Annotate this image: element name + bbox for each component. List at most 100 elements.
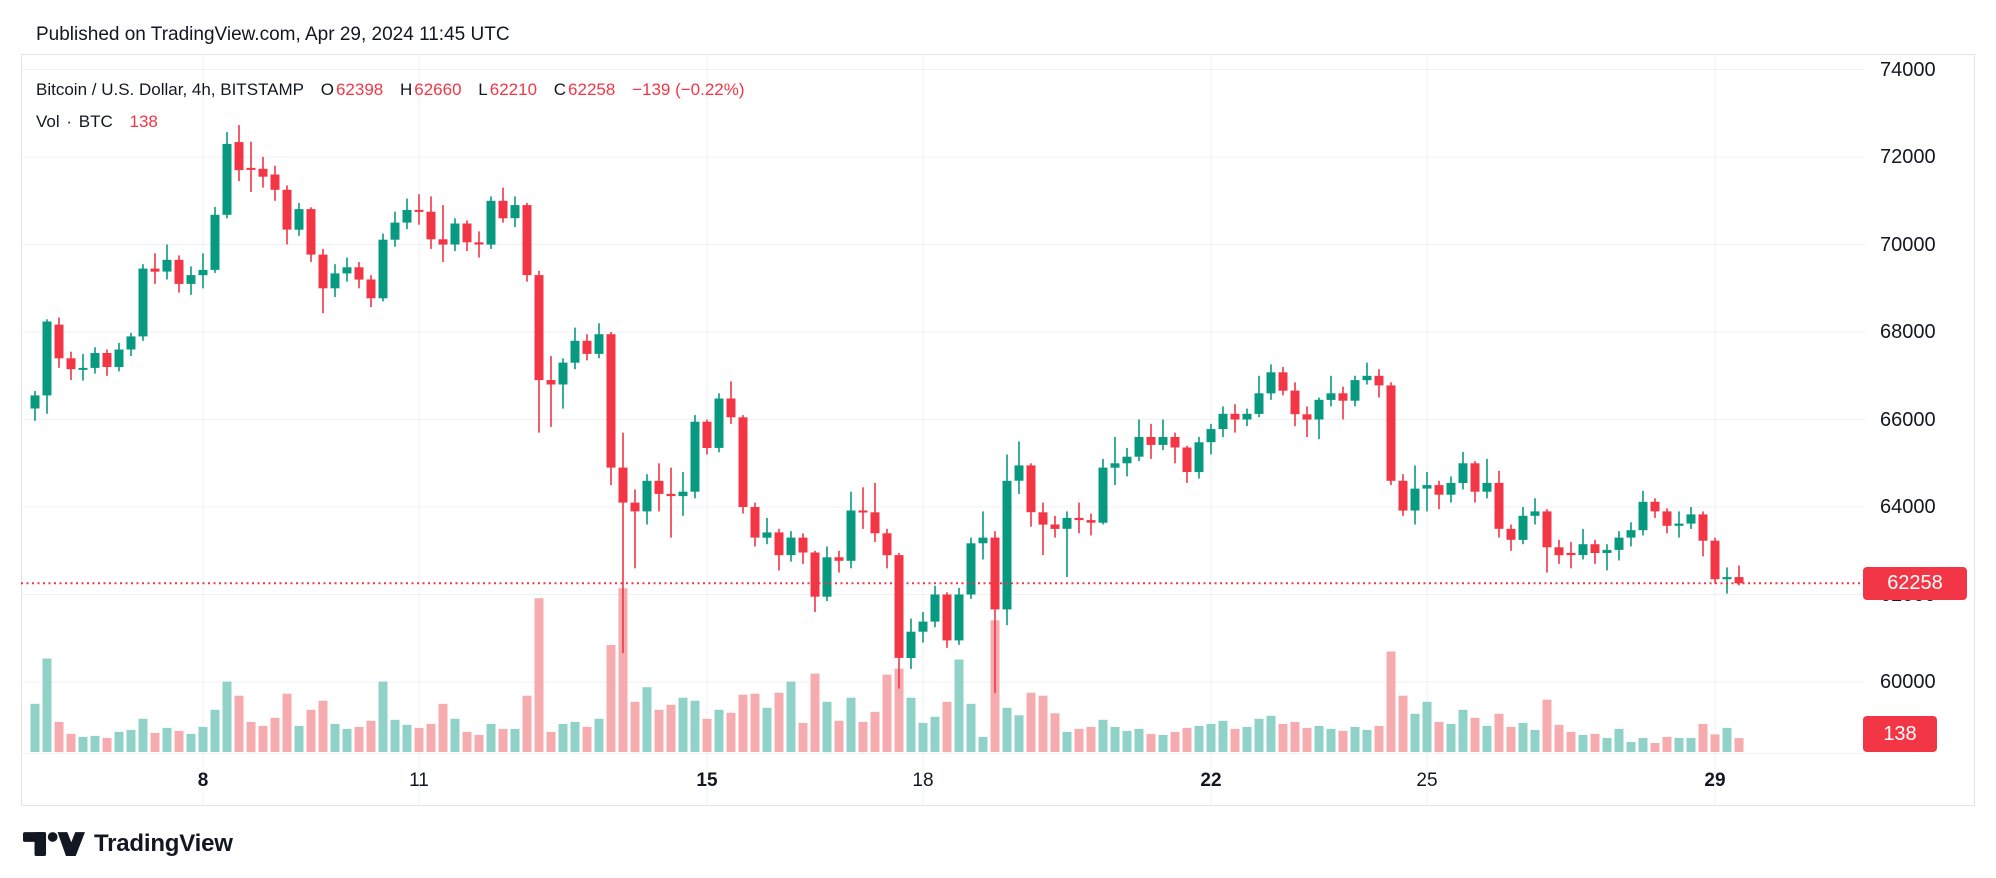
candle [78,353,88,381]
candle [678,472,688,516]
volume-bar [546,731,556,752]
volume-bar [822,701,832,753]
candle [1662,508,1672,534]
candle [798,533,808,564]
candle [354,262,364,289]
volume-bar [798,722,808,752]
candle [498,187,508,223]
candle [1722,567,1732,594]
volume-bar [1110,726,1120,752]
candle [1134,419,1144,462]
volume-bar [930,716,940,752]
volume-bar [1050,713,1060,752]
price-scale-label: 68000 [1880,321,1936,343]
volume-bar [1146,733,1156,752]
price-scale-label: 60000 [1880,671,1936,693]
candle [654,463,664,512]
volume-bar [366,720,376,752]
candle [1530,498,1540,525]
volume-bar [438,703,448,752]
volume-bar [258,725,268,752]
volume-bar [1362,729,1372,752]
volume-bar [522,695,532,752]
candle [1734,565,1744,586]
volume-bar [1578,734,1588,752]
candle [1434,480,1444,510]
candle [594,323,604,359]
candle [738,415,748,514]
volume-bar [762,707,772,752]
candle [330,264,340,297]
candle [270,165,280,201]
candle [1602,544,1612,571]
volume-bar [858,721,868,753]
price-scale-label: 72000 [1880,146,1936,168]
candle [1710,537,1720,584]
tradingview-logo[interactable]: TradingView [23,830,233,858]
low-label: L [478,80,488,99]
candle [570,327,580,370]
volume-bar [510,728,520,752]
candle [558,358,568,409]
volume-bar [894,668,904,752]
high-value: 62660 [414,80,462,99]
candle [1098,458,1108,525]
candle [1326,375,1336,407]
volume-bar [582,726,592,752]
candle [1482,458,1492,499]
volume-bar [1506,726,1516,752]
time-scale-label: 15 [696,770,718,791]
candle [474,231,484,258]
time-scale-label: 11 [409,770,429,791]
candle [846,491,856,569]
volume-bar [618,588,628,752]
candle [546,356,556,427]
candle [1626,522,1636,547]
candle [1458,451,1468,490]
volume-bar [198,726,208,752]
volume-bar [1398,695,1408,752]
candle [1398,474,1408,516]
volume-bar [918,722,928,752]
volume-bar [1350,726,1360,752]
candle [1374,369,1384,398]
volume-bar [1602,737,1612,752]
volume-bar [1026,692,1036,752]
volume-bar [1482,725,1492,752]
candle [666,467,676,538]
candle [390,211,400,247]
candle [402,198,412,230]
time-scale-label: 22 [1200,770,1222,791]
volume-bar [942,701,952,753]
volume-bar [210,709,220,752]
volume-bar [1662,736,1672,752]
symbol-legend: Bitcoin / U.S. Dollar, 4h, BITSTAMP O 623… [36,80,747,100]
volume-bar [1086,726,1096,752]
time-scale-label: 8 [197,770,209,791]
candle [726,381,736,424]
volume-bar [174,730,184,752]
candle [1146,423,1156,459]
candle [702,419,712,455]
candle [774,528,784,571]
open-label: O [320,80,334,99]
volume-bar [78,736,88,752]
candle [1518,507,1528,545]
candle [894,552,904,689]
volume-bar [450,718,460,752]
volume-bar [1638,737,1648,752]
volume-bar [966,703,976,752]
volume-bar [558,723,568,752]
candle [930,585,940,628]
candle [42,319,52,414]
candle [714,393,724,453]
candle [1494,470,1504,538]
volume-bar [318,700,328,752]
candle [1194,437,1204,479]
candle [318,248,328,314]
volume-bar [186,733,196,752]
volume-bar [1278,723,1288,752]
volume-bar [1698,723,1708,752]
candle [1158,419,1168,451]
candle [1182,445,1192,483]
